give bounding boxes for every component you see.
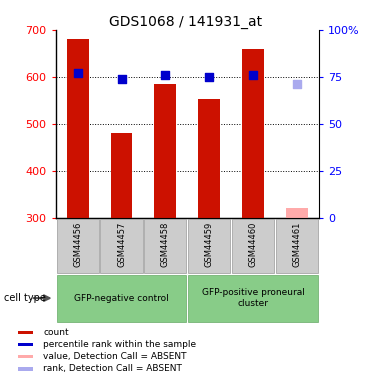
Bar [111,133,132,218]
Bar [18,355,33,358]
Bar [232,219,274,273]
Bar [144,219,187,273]
Text: GSM44459: GSM44459 [205,222,214,267]
Text: count: count [43,328,69,337]
Point [75,70,81,76]
Text: GSM44456: GSM44456 [73,222,82,267]
Bar [18,331,33,334]
Bar [18,367,33,370]
Bar [56,275,187,321]
Point [206,74,212,80]
Point [119,76,125,82]
Bar [154,84,176,218]
Point [294,81,300,87]
Text: cell type: cell type [4,293,46,303]
Point [250,72,256,78]
Text: GSM44458: GSM44458 [161,222,170,267]
Text: GFP-negative control: GFP-negative control [74,294,169,303]
Text: GSM44460: GSM44460 [249,222,258,267]
Bar [101,219,142,273]
Bar [188,219,230,273]
Text: value, Detection Call = ABSENT: value, Detection Call = ABSENT [43,352,187,361]
Text: GFP-positive proneural
cluster: GFP-positive proneural cluster [202,288,305,308]
Bar [286,208,308,218]
Text: GSM44461: GSM44461 [293,222,302,267]
Bar [67,39,89,218]
Point [162,72,168,78]
Bar [242,49,264,217]
Bar [276,219,318,273]
Bar [56,219,99,273]
Bar [18,343,33,346]
Text: GSM44457: GSM44457 [117,222,126,267]
Text: GDS1068 / 141931_at: GDS1068 / 141931_at [109,15,262,29]
Bar [198,99,220,218]
Text: rank, Detection Call = ABSENT: rank, Detection Call = ABSENT [43,364,182,374]
Text: percentile rank within the sample: percentile rank within the sample [43,340,197,349]
Bar [188,275,318,321]
